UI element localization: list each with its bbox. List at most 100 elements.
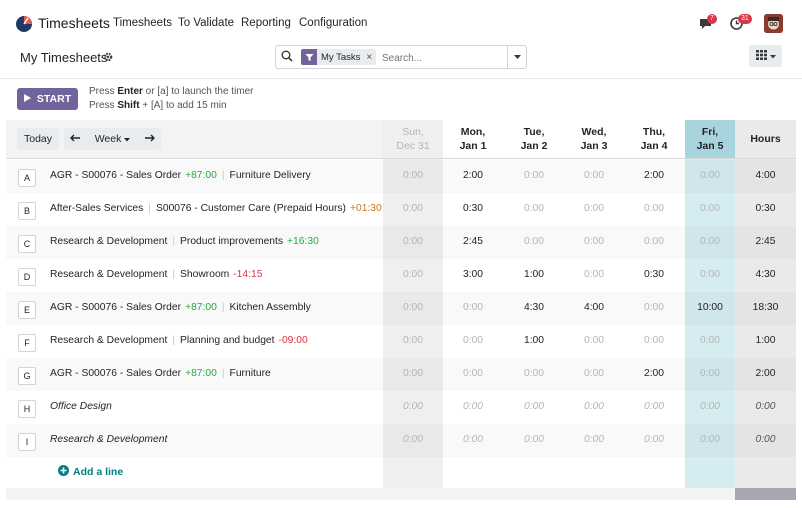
table-row[interactable]: A AGR - S00076 - Sales Order +87:00 | Furnit… xyxy=(6,160,796,193)
hours-cell[interactable]: 0:30 xyxy=(462,203,484,214)
hours-cell[interactable]: 0:00 xyxy=(699,368,721,379)
hours-cell[interactable]: 0:00 xyxy=(523,368,545,379)
hours-cell[interactable]: 2:00 xyxy=(643,170,665,181)
hours-cell[interactable]: 0:00 xyxy=(699,401,721,412)
hours-cell[interactable]: 0:00 xyxy=(699,434,721,445)
table-row[interactable]: G AGR - S00076 - Sales Order +87:00 | Furnit… xyxy=(6,358,796,391)
hours-cell[interactable]: 0:00 xyxy=(699,203,721,214)
today-button[interactable]: Today xyxy=(17,128,59,150)
table-row[interactable]: I Research & Development 0:00 0:00 0:00 0:00 0… xyxy=(6,424,796,457)
table-row[interactable]: E AGR - S00076 - Sales Order +87:00 | Kitche… xyxy=(6,292,796,325)
hours-cell[interactable]: 10:00 xyxy=(697,302,723,313)
hours-cell[interactable]: 0:00 xyxy=(583,368,605,379)
table-row[interactable]: C Research & Development | Product improvem… xyxy=(6,226,796,259)
hours-cell[interactable]: 0:00 xyxy=(462,302,484,313)
search-icon[interactable] xyxy=(281,50,293,65)
row-label[interactable]: Research & Development | Showroom -14:15 xyxy=(50,269,262,280)
hours-cell[interactable]: 0:00 xyxy=(583,236,605,247)
hours-cell[interactable]: 0:00 xyxy=(402,236,424,247)
hours-cell[interactable]: 0:00 xyxy=(523,203,545,214)
hours-cell[interactable]: 4:00 xyxy=(583,302,605,313)
hours-cell[interactable]: 0:00 xyxy=(643,335,665,346)
table-row[interactable]: D Research & Development | Showroom -14:15 0:… xyxy=(6,259,796,292)
menu-to-validate[interactable]: To Validate xyxy=(178,17,235,29)
hours-cell[interactable]: 0:00 xyxy=(583,434,605,445)
hours-cell[interactable]: 0:00 xyxy=(583,401,605,412)
gear-icon[interactable] xyxy=(103,52,113,65)
hours-cell[interactable]: 0:00 xyxy=(523,434,545,445)
menu-reporting[interactable]: Reporting xyxy=(241,17,291,29)
hours-cell[interactable]: 0:00 xyxy=(583,335,605,346)
row-label[interactable]: After-Sales Services | S00076 - Customer C… xyxy=(50,203,382,214)
table-row[interactable]: F Research & Development | Planning and bud… xyxy=(6,325,796,358)
hours-cell[interactable]: 0:00 xyxy=(462,335,484,346)
hours-cell[interactable]: 0:00 xyxy=(523,236,545,247)
hours-cell[interactable]: 2:45 xyxy=(462,236,484,247)
hours-cell[interactable]: 0:30 xyxy=(643,269,665,280)
row-label[interactable]: Research & Development | Planning and budg… xyxy=(50,335,308,346)
timer-hint-shift: Press Shift + [A] to add 15 min xyxy=(89,100,227,111)
hours-cell[interactable]: 4:30 xyxy=(523,302,545,313)
hours-cell[interactable]: 0:00 xyxy=(699,269,721,280)
arrow-left-icon[interactable] xyxy=(70,133,80,145)
hours-cell[interactable]: 0:00 xyxy=(643,401,665,412)
hours-cell[interactable]: 0:00 xyxy=(699,335,721,346)
hours-cell[interactable]: 0:00 xyxy=(402,335,424,346)
menu-timesheets[interactable]: Timesheets xyxy=(113,17,173,29)
hours-cell[interactable]: 0:00 xyxy=(699,170,721,181)
view-switcher-button[interactable] xyxy=(749,45,782,67)
search-bar[interactable]: My Tasks × xyxy=(275,45,527,69)
week-range-dropdown[interactable]: Week xyxy=(95,133,131,145)
project-name: AGR - S00076 - Sales Order xyxy=(50,302,182,313)
header-divider xyxy=(0,78,802,79)
hours-cell[interactable]: 0:00 xyxy=(523,401,545,412)
hours-cell[interactable]: 0:00 xyxy=(402,269,424,280)
hours-cell[interactable]: 2:00 xyxy=(643,368,665,379)
hours-cell[interactable]: 0:00 xyxy=(402,434,424,445)
hours-cell[interactable]: 1:00 xyxy=(523,335,545,346)
day-name: Fri, xyxy=(701,126,719,138)
project-name: Research & Development xyxy=(50,335,168,346)
row-label[interactable]: AGR - S00076 - Sales Order +87:00 | Kitchen… xyxy=(50,302,311,313)
hours-cell[interactable]: 0:00 xyxy=(583,269,605,280)
table-row[interactable]: B After-Sales Services | S00076 - Customer … xyxy=(6,193,796,226)
hours-cell[interactable]: 0:00 xyxy=(462,434,484,445)
hours-cell[interactable]: 0:00 xyxy=(462,401,484,412)
app-title[interactable]: Timesheets xyxy=(38,15,110,31)
row-label[interactable]: Research & Development xyxy=(50,434,167,445)
hours-cell[interactable]: 0:00 xyxy=(402,401,424,412)
search-options-chevron-down-icon[interactable] xyxy=(507,46,526,68)
hours-cell[interactable]: 0:00 xyxy=(402,203,424,214)
user-avatar[interactable] xyxy=(764,14,783,33)
row-label[interactable]: AGR - S00076 - Sales Order +87:00 | Furnitu… xyxy=(50,368,271,379)
facet-remove-icon[interactable]: × xyxy=(366,51,373,63)
hours-cell[interactable]: 0:00 xyxy=(402,302,424,313)
row-label[interactable]: Research & Development | Product improveme… xyxy=(50,236,319,247)
add-a-line-button[interactable]: Add a line xyxy=(58,465,123,479)
hours-cell[interactable]: 0:00 xyxy=(643,302,665,313)
hours-cell[interactable]: 2:00 xyxy=(462,170,484,181)
hours-cell[interactable]: 1:00 xyxy=(523,269,545,280)
hours-cell[interactable]: 0:00 xyxy=(462,368,484,379)
hours-cell[interactable]: 3:00 xyxy=(462,269,484,280)
label-separator: | xyxy=(172,269,176,280)
hours-cell[interactable]: 0:00 xyxy=(643,203,665,214)
hours-cell[interactable]: 0:00 xyxy=(643,236,665,247)
hours-cell[interactable]: 0:00 xyxy=(583,203,605,214)
search-facet-my-tasks[interactable]: My Tasks × xyxy=(301,49,377,65)
row-label[interactable]: AGR - S00076 - Sales Order +87:00 | Furnitu… xyxy=(50,170,311,181)
start-timer-button[interactable]: START xyxy=(17,88,78,110)
label-separator: | xyxy=(148,203,151,214)
hours-cell[interactable]: 0:00 xyxy=(699,236,721,247)
hours-cell[interactable]: 0:00 xyxy=(402,170,424,181)
hours-cell[interactable]: 0:00 xyxy=(583,170,605,181)
table-row[interactable]: H Office Design 0:00 0:00 0:00 0:00 0:00 0:00 0:… xyxy=(6,391,796,424)
row-label[interactable]: Office Design xyxy=(50,401,112,412)
timesheets-app-logo-icon[interactable] xyxy=(15,15,33,33)
hours-cell[interactable]: 0:00 xyxy=(402,368,424,379)
arrow-right-icon[interactable] xyxy=(144,133,155,145)
hours-cell[interactable]: 0:00 xyxy=(523,170,545,181)
menu-configuration[interactable]: Configuration xyxy=(299,17,368,29)
hours-cell[interactable]: 0:00 xyxy=(643,434,665,445)
search-input[interactable] xyxy=(380,49,504,67)
